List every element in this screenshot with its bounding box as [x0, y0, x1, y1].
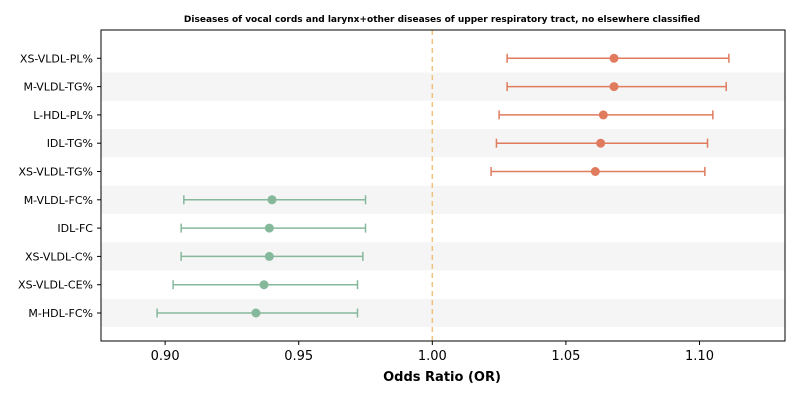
x-axis-ticks: 0.90 0.95 1.00 1.05 1.10: [151, 341, 714, 364]
x-tick-label: 0.95: [284, 349, 313, 364]
row-mark: [498, 110, 714, 120]
x-tick-label: 0.90: [151, 349, 180, 364]
row-mark: [180, 251, 364, 261]
x-tick-label: 1.05: [551, 349, 580, 364]
point-estimate: [590, 167, 600, 176]
y-tick-label: IDL-FC: [57, 222, 93, 235]
row-mark: [156, 308, 359, 318]
point-estimate: [259, 280, 269, 290]
x-tick-label: 1.00: [418, 349, 447, 364]
y-tick-label: XS-VLDL-TG%: [18, 166, 93, 179]
data-marks: [156, 53, 730, 318]
x-axis-label: Odds Ratio (OR): [383, 370, 501, 385]
point-estimate: [609, 82, 619, 92]
y-tick-label: XS-VLDL-C%: [25, 250, 93, 263]
row-mark: [506, 82, 727, 92]
row-mark: [172, 280, 359, 290]
y-tick-label: M-VLDL-TG%: [23, 81, 93, 94]
point-estimate: [609, 53, 619, 63]
point-estimate: [596, 138, 606, 148]
row-mark: [490, 167, 706, 176]
point-estimate: [598, 110, 608, 120]
row-mark: [180, 223, 367, 233]
x-tick-label: 1.10: [685, 349, 714, 364]
row-mark: [495, 138, 709, 148]
plot-frame: [100, 29, 786, 342]
y-tick-label: XS-VLDL-PL%: [20, 52, 93, 65]
y-tick-label: L-HDL-PL%: [33, 109, 93, 122]
y-axis-ticks: XS-VLDL-PL% M-VLDL-TG% L-HDL-PL% IDL-TG% XS-…: [18, 52, 101, 320]
point-estimate: [264, 223, 274, 233]
row-mark: [183, 195, 367, 205]
chart-title: Diseases of vocal cords and larynx+other…: [184, 15, 700, 25]
y-tick-label: IDL-TG%: [47, 137, 93, 150]
point-estimate: [251, 308, 261, 318]
y-tick-label: M-HDL-FC%: [28, 307, 93, 320]
y-tick-label: XS-VLDL-CE%: [18, 279, 93, 292]
point-estimate: [267, 195, 277, 205]
point-estimate: [264, 251, 274, 261]
row-mark: [506, 53, 730, 63]
y-tick-label: M-VLDL-FC%: [24, 194, 93, 207]
